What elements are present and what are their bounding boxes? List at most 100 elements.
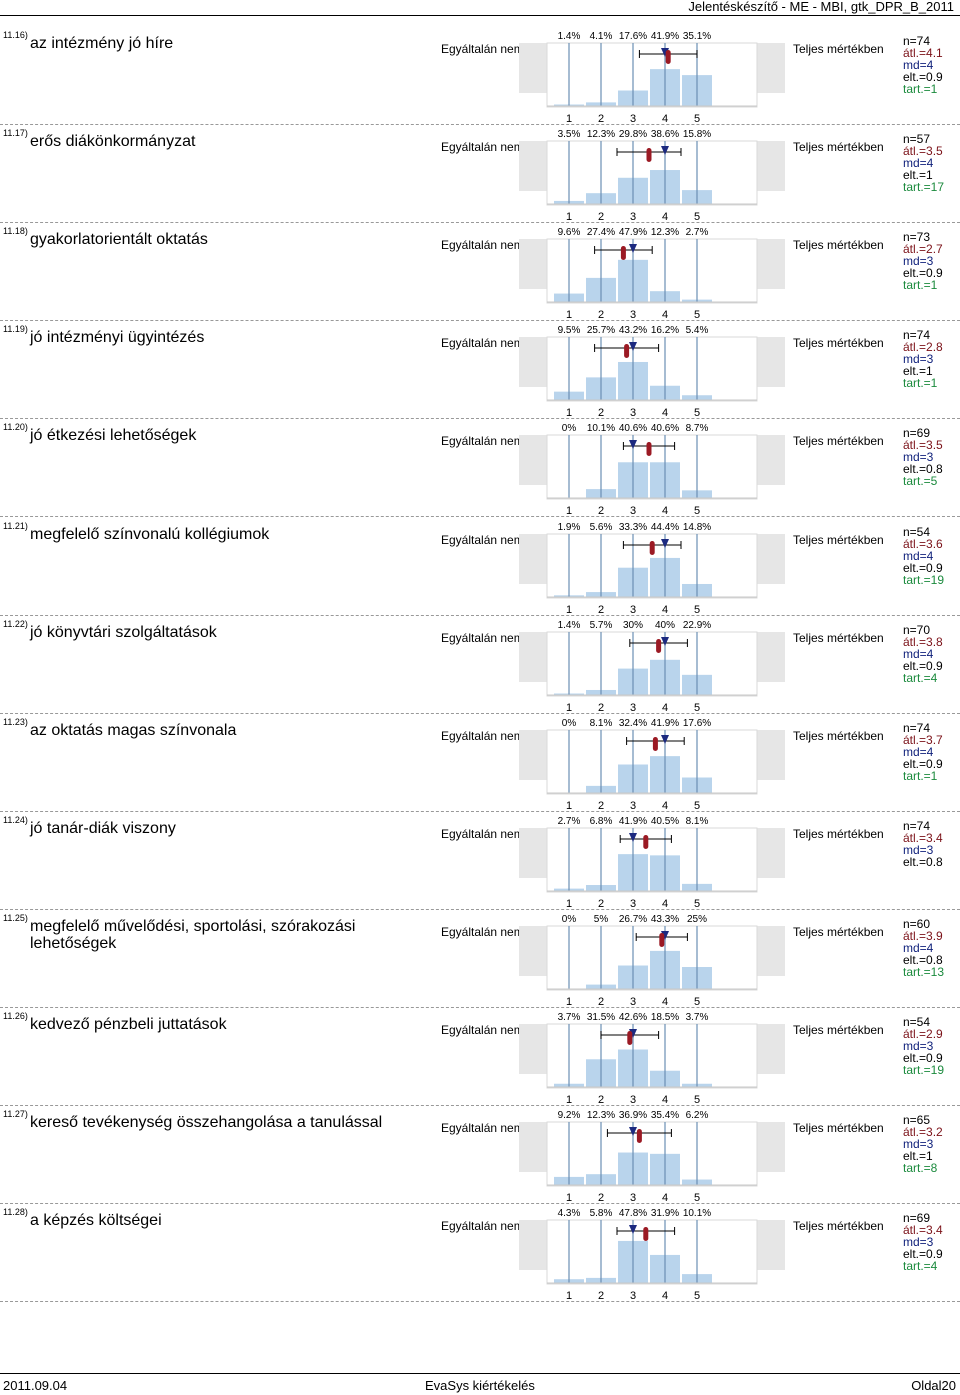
- plot-frame: [546, 434, 758, 500]
- percent-label: 40%: [655, 620, 675, 631]
- stat-line: átl.=4.1: [903, 46, 943, 60]
- question-row: 11.23) az oktatás magas színvonala Egyálta…: [0, 715, 960, 813]
- percent-label: 0%: [562, 718, 577, 729]
- question-row: 11.26) kedvező pénzbeli juttatások Egyálta…: [0, 1009, 960, 1107]
- percent-label: 5.7%: [590, 620, 613, 631]
- question-row: 11.22) jó könyvtári szolgáltatások Egyálta…: [0, 617, 960, 715]
- histogram-chart: 0% 5% 26.7% 43.3% 25% 1 2 3 4 5: [519, 911, 785, 1009]
- row-separator: [0, 810, 960, 812]
- footer-divider: [0, 1373, 960, 1374]
- left-shade-box: [519, 729, 547, 780]
- scale-left-label: Egyáltalán nem: [441, 42, 524, 56]
- stat-line: elt.=0.8: [903, 854, 943, 869]
- stat-line: elt.=0.8: [903, 462, 943, 477]
- stat-line: elt.=0.9: [903, 266, 943, 281]
- histogram-svg: 3.5% 12.3% 29.8% 38.6% 15.8% 1 2 3 4 5: [519, 129, 785, 223]
- scale-label: 3: [630, 800, 636, 812]
- percent-label: 25%: [687, 914, 707, 925]
- scale-label: 4: [662, 1094, 668, 1106]
- percent-label: 4.3%: [558, 1208, 581, 1219]
- scale-label: 2: [598, 996, 604, 1008]
- median-marker: [661, 146, 669, 156]
- stat-line: elt.=0.9: [903, 1247, 943, 1262]
- scale-label: 3: [630, 309, 636, 321]
- percent-label: 17.6%: [619, 31, 647, 42]
- percent-label: 5.4%: [686, 325, 709, 336]
- plot-frame: [546, 1219, 758, 1285]
- percent-label: 12.3%: [651, 227, 679, 238]
- question-number: 11.22): [3, 618, 28, 629]
- stat-line: md=4: [903, 940, 934, 955]
- row-separator: [0, 908, 960, 910]
- question-row: 11.19) jó intézményi ügyintézés Egyáltalán…: [0, 322, 960, 420]
- scale-label: 3: [630, 407, 636, 419]
- header-divider: [0, 15, 960, 16]
- histogram-svg: 9.6% 27.4% 47.9% 12.3% 2.7% 1 2 3 4 5: [519, 227, 785, 321]
- question-number: 11.20): [3, 422, 28, 433]
- scale-label: 2: [598, 800, 604, 812]
- percent-label: 5.6%: [590, 522, 613, 533]
- percent-label: 29.8%: [619, 129, 647, 140]
- stat-line: elt.=0.9: [903, 756, 943, 771]
- stat-line: elt.=1: [903, 1149, 933, 1164]
- percent-label: 8.1%: [590, 718, 613, 729]
- stat-line: md=4: [903, 646, 934, 661]
- histogram-svg: 9.2% 12.3% 36.9% 35.4% 6.2% 1 2 3 4 5: [519, 1110, 785, 1204]
- histogram-chart: 9.5% 25.7% 43.2% 16.2% 5.4% 1 2 3 4 5: [519, 322, 785, 420]
- right-shade-box: [757, 533, 785, 584]
- percent-label: 3.5%: [558, 129, 581, 140]
- histogram-chart: 1.9% 5.6% 33.3% 44.4% 14.8% 1 2 3 4 5: [519, 519, 785, 617]
- question-row: 11.21) megfelelő színvonalú kollégiumok Eg…: [0, 519, 960, 617]
- right-shade-box: [757, 435, 785, 486]
- percent-label: 27.4%: [587, 227, 615, 238]
- histogram-chart: 3.5% 12.3% 29.8% 38.6% 15.8% 1 2 3 4 5: [519, 126, 785, 224]
- scale-label: 1: [566, 309, 572, 321]
- stats-block: n=69 átl.=3.4 md=3 elt.=0.9 tart.=4: [903, 1212, 943, 1272]
- percent-label: 9.2%: [558, 1110, 581, 1121]
- row-separator: [0, 320, 960, 322]
- scale-label: 2: [598, 604, 604, 616]
- scale-label: 5: [694, 898, 700, 910]
- stat-line: n=65: [903, 1113, 931, 1128]
- row-separator: [0, 516, 960, 518]
- question-number: 11.28): [3, 1207, 28, 1218]
- scale-label: 3: [630, 702, 636, 714]
- question-number: 11.21): [3, 520, 28, 531]
- right-shade-box: [757, 239, 785, 290]
- scale-label: 1: [566, 1192, 572, 1204]
- histogram-svg: 2.7% 6.8% 41.9% 40.5% 8.1% 1 2 3 4 5: [519, 816, 785, 910]
- stats-block: n=65 átl.=3.2 md=3 elt.=1 tart.=8: [903, 1114, 943, 1174]
- mean-marker: [620, 246, 626, 261]
- percent-label: 41.9%: [619, 816, 647, 827]
- left-shade-box: [519, 337, 547, 388]
- percent-label: 1.9%: [558, 522, 581, 533]
- stat-line: átl.=3.7: [903, 732, 943, 747]
- mean-marker: [649, 540, 655, 555]
- scale-label: 5: [694, 604, 700, 616]
- stat-line: md=3: [903, 352, 934, 367]
- scale-label: 4: [662, 996, 668, 1008]
- scale-right-label: Teljes mértékben: [793, 42, 884, 56]
- question-label: az oktatás magas színvonala: [30, 721, 237, 739]
- scale-left-label: Egyáltalán nem: [441, 826, 524, 841]
- mean-marker: [643, 1227, 649, 1242]
- percent-label: 47.9%: [619, 227, 647, 238]
- scale-right-label: Teljes mértékben: [793, 924, 884, 939]
- stats-block: n=54 átl.=3.6 md=4 elt.=0.9 tart.=19: [903, 526, 944, 586]
- question-label: a képzés költségei: [30, 1212, 162, 1230]
- question-number: 11.19): [3, 324, 28, 335]
- scale-label: 1: [566, 996, 572, 1008]
- right-shade-box: [757, 827, 785, 878]
- stat-line: tart.=5: [903, 474, 938, 489]
- stats-block: n=74 átl.=2.8 md=3 elt.=1 tart.=1: [903, 329, 943, 389]
- percent-label: 41.9%: [651, 718, 679, 729]
- percent-label: 3.7%: [686, 1012, 709, 1023]
- scale-label: 4: [662, 407, 668, 419]
- scale-label: 4: [662, 1290, 668, 1302]
- scale-right-label: Teljes mértékben: [793, 532, 884, 547]
- row-separator: [0, 222, 960, 224]
- scale-label: 1: [566, 800, 572, 812]
- percent-label: 17.6%: [683, 718, 711, 729]
- question-label: jó könyvtári szolgáltatások: [30, 623, 217, 641]
- right-shade-box: [757, 925, 785, 976]
